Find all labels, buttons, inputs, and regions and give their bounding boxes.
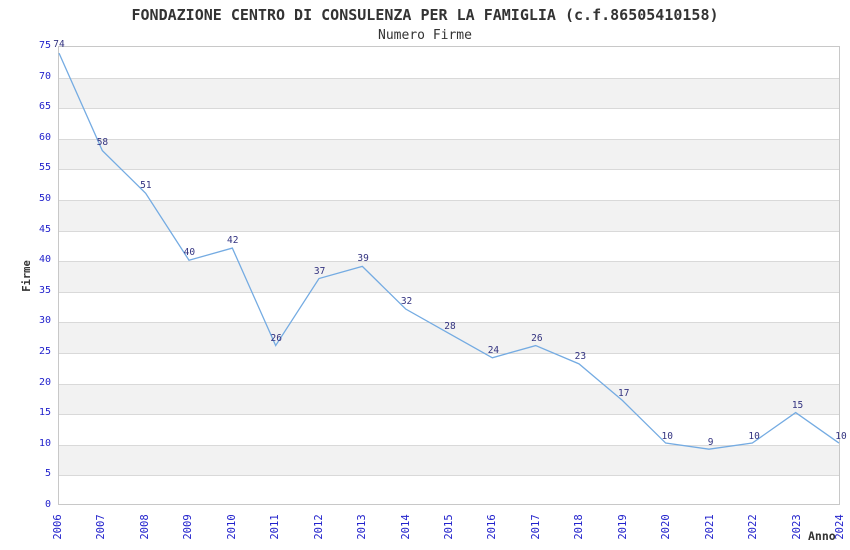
gridline bbox=[59, 200, 839, 201]
x-axis-label: Anno bbox=[808, 529, 836, 543]
y-tick-label: 30 bbox=[38, 315, 51, 327]
x-tick-label: 2016 bbox=[486, 514, 499, 540]
y-tick-label: 35 bbox=[38, 284, 51, 296]
data-label: 42 bbox=[227, 234, 239, 246]
x-tick-label: 2009 bbox=[182, 514, 195, 540]
data-label: 51 bbox=[140, 179, 152, 191]
gridline bbox=[59, 230, 839, 232]
data-label: 32 bbox=[400, 296, 413, 308]
plot-band bbox=[59, 77, 839, 109]
data-label: 28 bbox=[444, 320, 456, 332]
y-tick-label: 60 bbox=[38, 131, 51, 143]
y-tick-label: 10 bbox=[38, 437, 51, 449]
x-tick-label: 2015 bbox=[443, 514, 455, 540]
data-label: 58 bbox=[96, 137, 109, 149]
x-tick-label: 2021 bbox=[703, 514, 716, 540]
gridline bbox=[59, 475, 839, 477]
x-tick-label: 2014 bbox=[399, 514, 412, 540]
gridline bbox=[59, 169, 839, 171]
gridline bbox=[59, 291, 839, 293]
x-tick-label: 2022 bbox=[747, 514, 760, 540]
gridline bbox=[59, 414, 839, 416]
y-tick-label: 0 bbox=[44, 499, 51, 510]
data-label: 40 bbox=[183, 247, 196, 259]
plot-area: 74 58 51 40 42 26 37 39 32 28 24 26 23 17 10 9 10 15 10 bbox=[53, 39, 847, 505]
x-tick-label: 2018 bbox=[573, 514, 586, 540]
x-tick-label: 2008 bbox=[138, 514, 151, 540]
x-tick-label: 2023 bbox=[790, 514, 803, 540]
chart-subtitle: Numero Firme bbox=[378, 28, 472, 43]
data-label: 39 bbox=[357, 253, 369, 265]
y-tick-label: 70 bbox=[38, 70, 51, 82]
x-tick-label: 2010 bbox=[225, 514, 238, 540]
y-axis-label: Firme bbox=[21, 260, 33, 292]
data-label: 15 bbox=[791, 400, 804, 412]
plot-band bbox=[59, 200, 839, 231]
data-label: 74 bbox=[53, 39, 65, 51]
data-label: 10 bbox=[661, 430, 673, 442]
x-tick-label: 2011 bbox=[269, 514, 282, 540]
gridline bbox=[59, 444, 839, 446]
y-tick-label: 20 bbox=[38, 376, 51, 388]
x-tick-label: 2019 bbox=[616, 514, 629, 540]
x-tick-label: 2020 bbox=[660, 514, 673, 540]
plot-band bbox=[59, 383, 839, 415]
data-label: 23 bbox=[574, 351, 587, 363]
x-tick-label: 2013 bbox=[356, 514, 369, 540]
x-tick-label: 2006 bbox=[52, 514, 64, 540]
data-label: 26 bbox=[531, 332, 543, 344]
gridline bbox=[59, 322, 839, 324]
y-tick-label: 25 bbox=[38, 346, 51, 357]
x-tick-label: 2017 bbox=[529, 514, 542, 540]
y-tick-label: 40 bbox=[38, 254, 51, 266]
plot-band bbox=[59, 322, 839, 353]
data-label: 17 bbox=[618, 387, 630, 399]
gridline bbox=[59, 353, 839, 354]
data-label: 37 bbox=[313, 265, 326, 277]
y-tick-label: 45 bbox=[38, 223, 51, 235]
gridline bbox=[59, 138, 839, 140]
y-tick-label: 75 bbox=[38, 40, 51, 51]
chart-title: FONDAZIONE CENTRO DI CONSULENZA PER LA F… bbox=[131, 6, 719, 24]
line-series bbox=[58, 52, 840, 450]
gridline bbox=[59, 383, 839, 385]
y-tick-label: 15 bbox=[38, 407, 51, 419]
data-label: 10 bbox=[748, 430, 760, 442]
plot-band bbox=[59, 261, 839, 292]
data-label: 10 bbox=[835, 430, 847, 442]
y-tick-label: 5 bbox=[44, 468, 51, 480]
y-tick-label: 55 bbox=[38, 162, 51, 174]
data-label: 24 bbox=[487, 345, 500, 357]
y-tick-label: 65 bbox=[38, 101, 51, 113]
gridline bbox=[59, 77, 839, 79]
x-tick-label: 2012 bbox=[312, 514, 325, 540]
y-tick-label: 50 bbox=[38, 193, 51, 204]
gridline bbox=[59, 261, 839, 263]
plot-band bbox=[59, 138, 839, 170]
plot-band bbox=[59, 444, 839, 476]
line-series-path bbox=[58, 52, 840, 450]
data-label: 9 bbox=[707, 436, 714, 448]
x-tick-label: 2007 bbox=[95, 514, 108, 540]
data-label: 26 bbox=[270, 332, 282, 344]
gridline bbox=[59, 108, 839, 110]
